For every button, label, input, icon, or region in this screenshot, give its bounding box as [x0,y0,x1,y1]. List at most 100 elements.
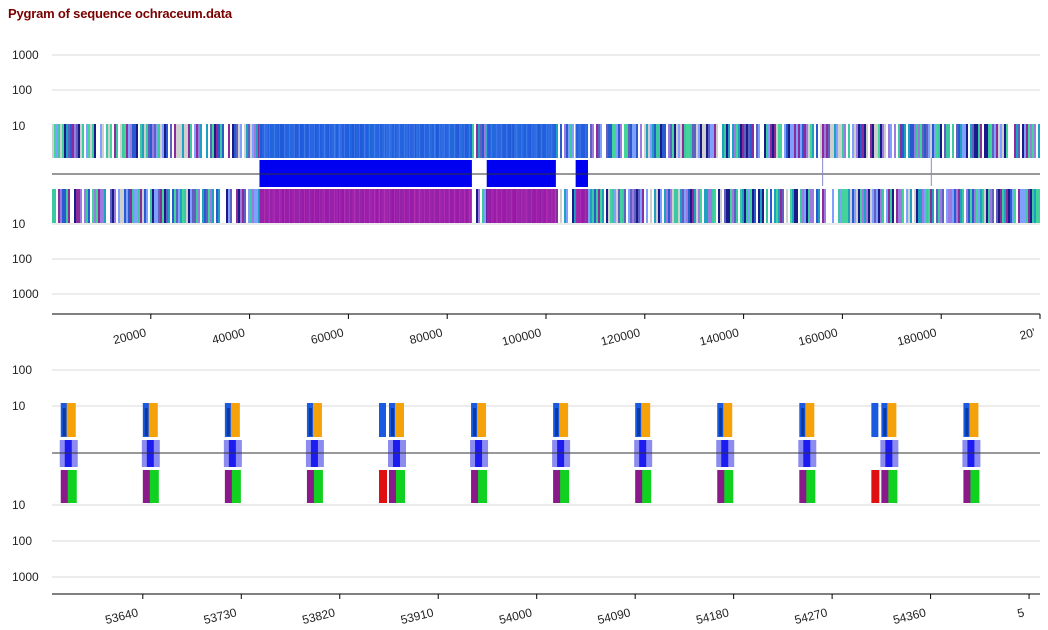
upper-strand-bar [766,124,768,158]
upper-strand-bar [820,124,822,158]
lower-strand-bar [184,189,186,223]
upper-strand-bar [920,124,922,158]
lower-strand-bar [248,189,250,223]
upper-strand-bar [928,124,930,158]
y-tick-label: 100 [12,252,32,266]
repeat-region-upper [575,124,588,158]
upper-strand-bar [958,124,960,158]
lower-strand-bar [772,189,774,223]
lower-strand-bar [818,189,820,223]
x-tick-label: 100000 [500,325,543,348]
upper-strand-bar [942,124,944,158]
upper-strand-bar [658,124,660,158]
lower-strand-bar [482,189,484,223]
upper-strand-bar [678,124,680,158]
upper-strand-bar [664,124,666,158]
upper-bar [969,403,979,437]
y-tick-label: 10 [12,498,26,512]
lower-strand-bar [702,189,704,223]
upper-strand-bar [612,124,614,158]
upper-strand-bar [202,124,204,158]
lower-strand-bar [940,189,942,223]
lower-strand-bar [620,189,622,223]
upper-strand-bar [574,124,576,158]
upper-strand-bar [146,124,148,158]
upper-strand-bar [592,124,594,158]
upper-strand-bar [812,124,814,158]
upper-strand-bar [728,124,730,158]
lower-strand-bar [792,189,794,223]
upper-strand-bar [870,124,872,158]
upper-strand-bar [830,124,832,158]
y-tick-label: 1000 [12,48,39,62]
lower-strand-bar [888,189,890,223]
lower-strand-bar [208,189,210,223]
lower-strand-bar [100,189,102,223]
lower-strand-bar [106,189,108,223]
lower-strand-bar [676,189,678,223]
lower-bar [724,470,734,503]
repeat-region-upper [259,124,472,158]
lower-strand-bar [904,189,906,223]
upper-strand-bar [724,124,726,158]
upper-strand-bar [990,124,992,158]
lower-strand-bar [896,189,898,223]
lower-strand-bar [990,189,992,223]
upper-strand-bar [136,124,138,158]
upper-strand-bar [864,124,866,158]
upper-strand-bar [802,124,804,158]
upper-strand-bar [1026,124,1028,158]
upper-strand-bar [198,124,200,158]
upper-strand-bar [126,124,128,158]
lower-strand-bar [622,189,624,223]
upper-strand-bar [190,124,192,158]
upper-strand-bar [474,124,476,158]
lower-strand-bar [158,189,160,223]
lower-strand-bar [602,189,604,223]
upper-strand-bar [66,124,68,158]
upper-strand-bar [254,124,256,158]
lower-strand-bar [90,189,92,223]
upper-strand-bar [834,124,836,158]
upper-strand-bar [966,124,968,158]
lower-strand-bar [960,189,962,223]
lower-strand-bar [212,189,214,223]
lower-strand-bar [192,189,194,223]
upper-strand-bar [730,124,732,158]
upper-strand-bar [104,124,106,158]
upper-strand-bar [80,124,82,158]
upper-strand-bar [680,124,682,158]
upper-bar [312,403,322,437]
lower-strand-bar [668,189,670,223]
upper-strand-bar [82,124,84,158]
lower-strand-bar [128,189,130,223]
lower-strand-bar [972,189,974,223]
lower-strand-bar [834,189,836,223]
upper-strand-bar [794,124,796,158]
lower-strand-bar [1026,189,1028,223]
upper-strand-bar [1030,124,1032,158]
lower-bar [378,470,387,503]
upper-strand-bar [968,124,970,158]
upper-strand-bar [484,124,486,158]
upper-bar [719,408,723,436]
lower-bar [970,470,980,503]
upper-strand-bar [984,124,986,158]
lower-strand-bar [726,189,728,223]
upper-strand-bar [200,124,202,158]
lower-strand-bar [884,189,886,223]
lower-bar [478,470,488,503]
upper-strand-bar [478,124,480,158]
upper-strand-bar [186,124,188,158]
upper-strand-bar [632,124,634,158]
upper-strand-bar [210,124,212,158]
upper-strand-bar [242,124,244,158]
upper-strand-bar [952,124,954,158]
lower-strand-bar [612,189,614,223]
repeat-region-lower [486,189,556,223]
upper-strand-bar [686,124,688,158]
lower-strand-bar [842,189,844,223]
upper-strand-bar [626,124,628,158]
lower-bar [388,470,397,503]
lower-strand-bar [976,189,978,223]
